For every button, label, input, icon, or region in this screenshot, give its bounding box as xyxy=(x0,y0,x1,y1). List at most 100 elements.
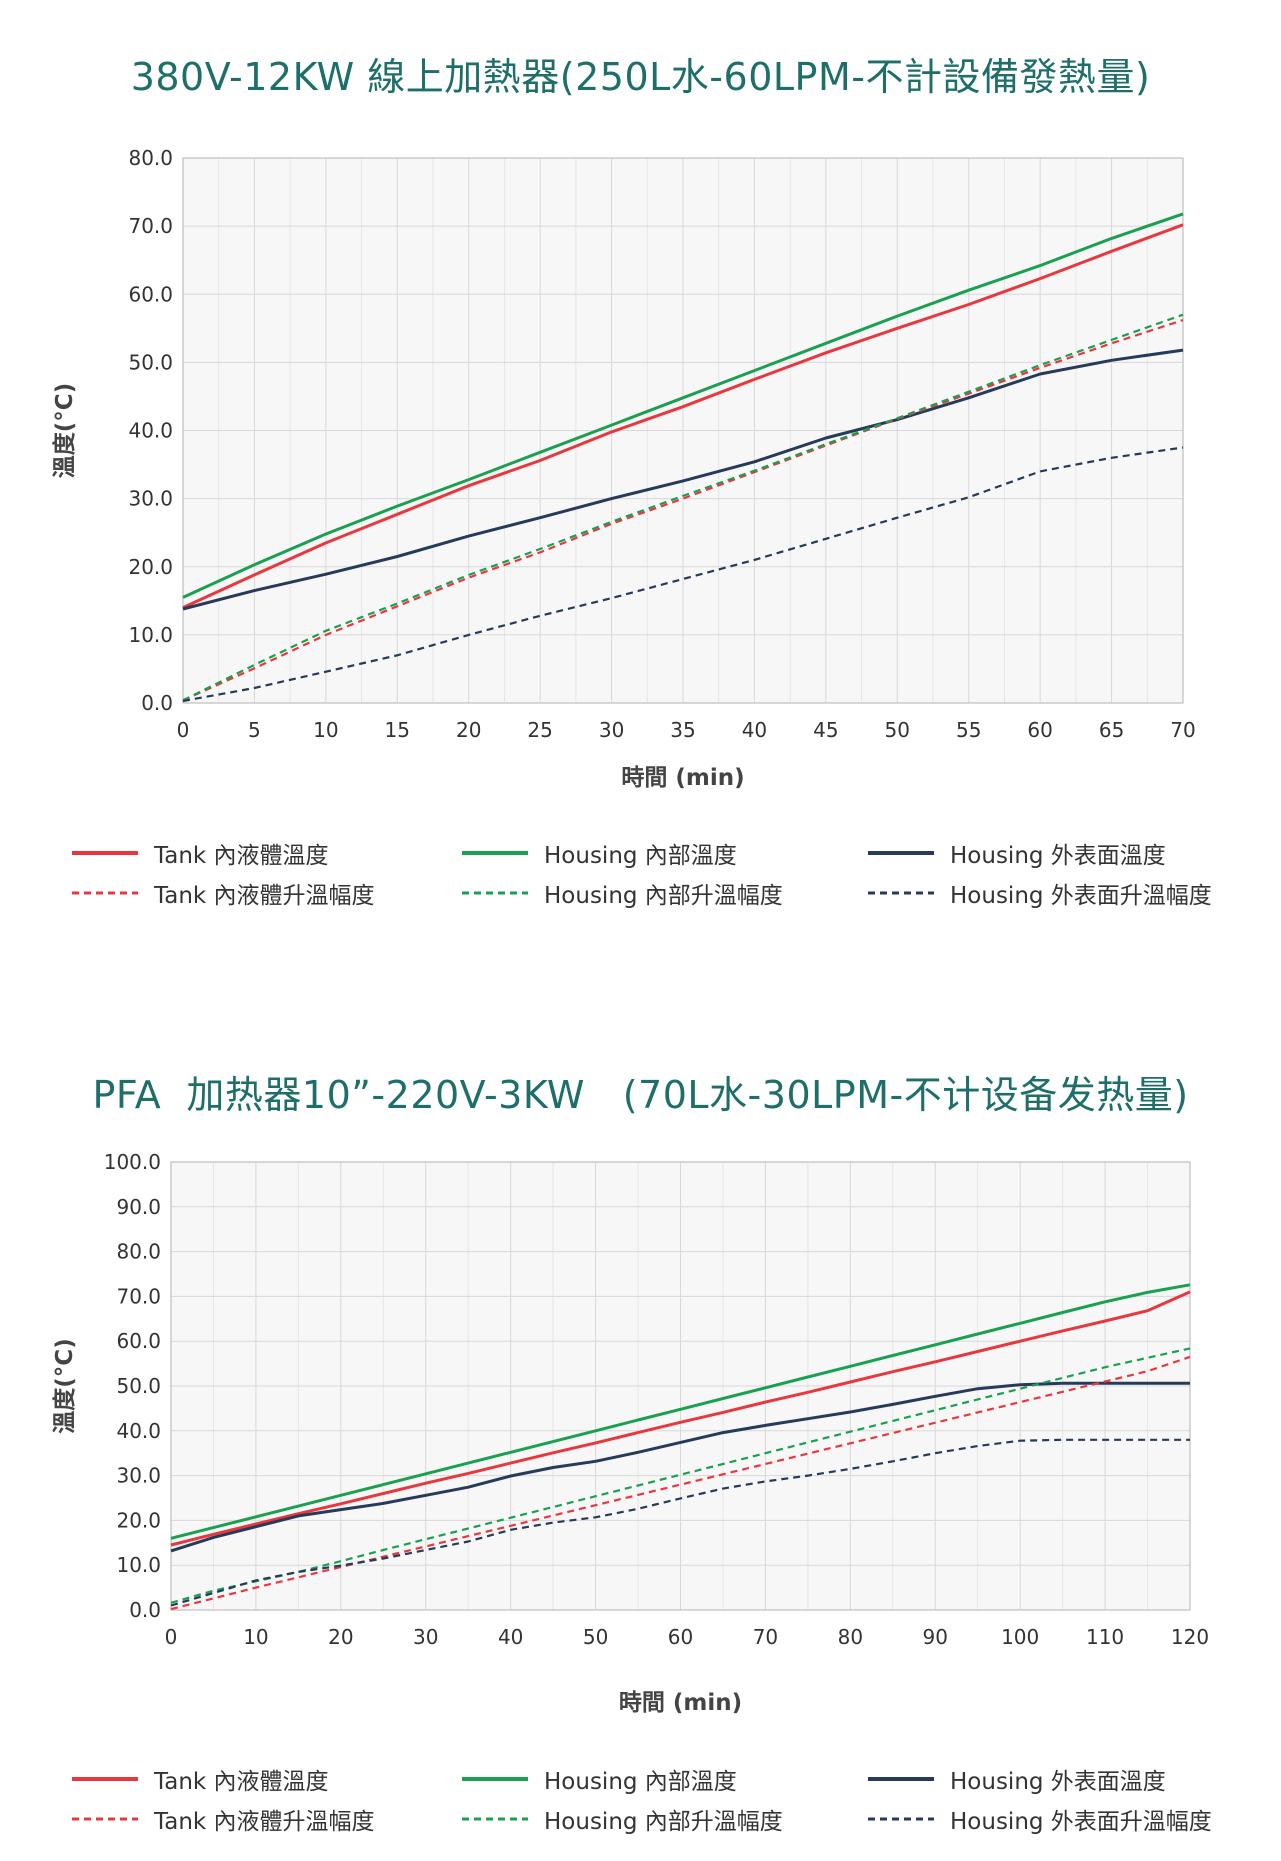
legend-item: Housing 外表面升溫幅度 xyxy=(868,876,1212,910)
y-tick-label: 70.0 xyxy=(116,1284,161,1308)
legend-item: Housing 內部升溫幅度 xyxy=(462,1802,783,1836)
legend-swatch xyxy=(462,1777,528,1781)
x-tick-label: 0 xyxy=(165,1625,178,1649)
series-line-3 xyxy=(182,348,1184,611)
legend-swatch xyxy=(868,891,934,895)
x-tick-label: 40 xyxy=(498,1625,523,1649)
y-tick-label: 60.0 xyxy=(116,1329,161,1353)
legend-item: Housing 內部升溫幅度 xyxy=(462,876,783,910)
legend-swatch xyxy=(462,851,528,855)
y-tick-label: 80.0 xyxy=(116,1240,161,1264)
series-line-2 xyxy=(182,212,1184,599)
legend-item: Housing 內部溫度 xyxy=(462,836,737,870)
x-tick-label: 70 xyxy=(753,1625,778,1649)
plot-border xyxy=(182,157,1184,704)
y-tick-label: 70.0 xyxy=(128,214,173,238)
x-tick-label: 50 xyxy=(583,1625,608,1649)
y-tick-label: 20.0 xyxy=(128,555,173,579)
y-axis-label: 溫度(°C) xyxy=(51,383,78,478)
x-tick-label: 30 xyxy=(599,718,624,742)
x-tick-label: 60 xyxy=(668,1625,693,1649)
legend-item: Tank 內液體溫度 xyxy=(72,836,329,870)
x-axis-label: 時間 (min) xyxy=(619,1690,742,1716)
x-tick-label: 40 xyxy=(742,718,767,742)
legend-swatch xyxy=(72,891,138,895)
legend-swatch xyxy=(868,1777,934,1781)
legend-item: Housing 外表面升溫幅度 xyxy=(868,1802,1212,1836)
x-tick-label: 10 xyxy=(313,718,338,742)
series-line-5 xyxy=(170,1347,1191,1604)
legend-label: Housing 內部升溫幅度 xyxy=(544,1809,783,1835)
y-tick-label: 10.0 xyxy=(128,623,173,647)
x-tick-label: 65 xyxy=(1099,718,1124,742)
legend-label: Housing 外表面溫度 xyxy=(950,1769,1166,1795)
x-tick-label: 10 xyxy=(243,1625,268,1649)
y-tick-label: 100.0 xyxy=(104,1150,161,1174)
legend-swatch xyxy=(868,851,934,855)
x-tick-label: 0 xyxy=(177,718,190,742)
legend-swatch xyxy=(72,851,138,855)
series-line-4 xyxy=(182,319,1184,702)
series-line-3 xyxy=(170,1381,1190,1553)
plot-border xyxy=(170,1161,1191,1611)
legend-item: Tank 內液體溫度 xyxy=(72,1762,329,1796)
legend-item: Housing 外表面溫度 xyxy=(868,836,1166,870)
legend-swatch xyxy=(868,1817,934,1821)
legend-label: Housing 外表面升溫幅度 xyxy=(950,1809,1212,1835)
legend-label: Tank 內液體升溫幅度 xyxy=(154,1809,375,1835)
legend-item: Housing 內部溫度 xyxy=(462,1762,737,1796)
chart-2: PFA 加热器10”-220V-3KW (70L水-30LPM-不计设备发热量)… xyxy=(0,1010,1281,1861)
legend-swatch xyxy=(72,1817,138,1821)
chart-1-plot: 0 5 10 15 20 25 30 35 40 45 50 55 60 65 70 0.0 10.0 20.0 3… xyxy=(51,146,1196,791)
legend-item: Tank 內液體升溫幅度 xyxy=(72,876,375,910)
x-tick-label: 5 xyxy=(248,718,261,742)
series-line-1 xyxy=(182,223,1184,609)
legend-label: Housing 內部升溫幅度 xyxy=(544,883,783,909)
y-tick-label: 50.0 xyxy=(128,350,173,374)
x-tick-label: 60 xyxy=(1027,718,1052,742)
legend-label: Tank 內液體升溫幅度 xyxy=(154,883,375,909)
legend-item: Tank 內液體升溫幅度 xyxy=(72,1802,375,1836)
legend-label: Housing 內部溫度 xyxy=(544,843,737,869)
legend-label: Housing 內部溫度 xyxy=(544,1769,737,1795)
y-axis-label: 溫度(°C) xyxy=(51,1338,78,1433)
series-line-5 xyxy=(182,313,1184,702)
series-line-6 xyxy=(170,1438,1190,1607)
x-tick-label: 15 xyxy=(385,718,410,742)
x-tick-label: 20 xyxy=(328,1625,353,1649)
y-tick-label: 0.0 xyxy=(129,1598,161,1622)
series-line-4 xyxy=(170,1355,1191,1611)
x-tick-label: 70 xyxy=(1170,718,1195,742)
legend-label: Housing 外表面升溫幅度 xyxy=(950,883,1212,909)
x-tick-label: 25 xyxy=(527,718,552,742)
series-line-2 xyxy=(170,1283,1191,1540)
x-tick-label: 45 xyxy=(813,718,838,742)
legend-label: Tank 內液體溫度 xyxy=(154,843,329,869)
series-line-6 xyxy=(182,446,1184,703)
legend-item: Housing 外表面溫度 xyxy=(868,1762,1166,1796)
chart-title: PFA 加热器10”-220V-3KW (70L水-30LPM-不计设备发热量) xyxy=(92,1073,1189,1117)
y-tick-label: 80.0 xyxy=(128,146,173,170)
x-tick-label: 55 xyxy=(956,718,981,742)
y-tick-label: 40.0 xyxy=(116,1419,161,1443)
legend-swatch xyxy=(462,891,528,895)
y-tick-label: 90.0 xyxy=(116,1195,161,1219)
legend-label: Tank 內液體溫度 xyxy=(154,1769,329,1795)
chart-title: 380V-12KW 線上加熱器(250L水-60LPM-不計設備發熱量) xyxy=(130,55,1151,99)
x-tick-label: 20 xyxy=(456,718,481,742)
legend-swatch xyxy=(462,1817,528,1821)
y-tick-label: 10.0 xyxy=(116,1553,161,1577)
x-tick-label: 35 xyxy=(670,718,695,742)
y-tick-label: 50.0 xyxy=(116,1374,161,1398)
y-tick-label: 30.0 xyxy=(128,487,173,511)
series-line-1 xyxy=(170,1290,1191,1547)
x-tick-label: 30 xyxy=(413,1625,438,1649)
y-tick-label: 20.0 xyxy=(116,1508,161,1532)
legend-swatch xyxy=(72,1777,138,1781)
y-tick-label: 60.0 xyxy=(128,282,173,306)
chart-2-plot: 0 10 20 30 40 50 60 70 80 90 100 110 120 0.0 10.0 20.0 3… xyxy=(51,1150,1209,1716)
y-tick-label: 30.0 xyxy=(116,1464,161,1488)
x-tick-label: 100 xyxy=(1001,1625,1039,1649)
x-tick-label: 50 xyxy=(885,718,910,742)
chart-1: 380V-12KW 線上加熱器(250L水-60LPM-不計設備發熱量) 0 5 1… xyxy=(51,55,1212,910)
